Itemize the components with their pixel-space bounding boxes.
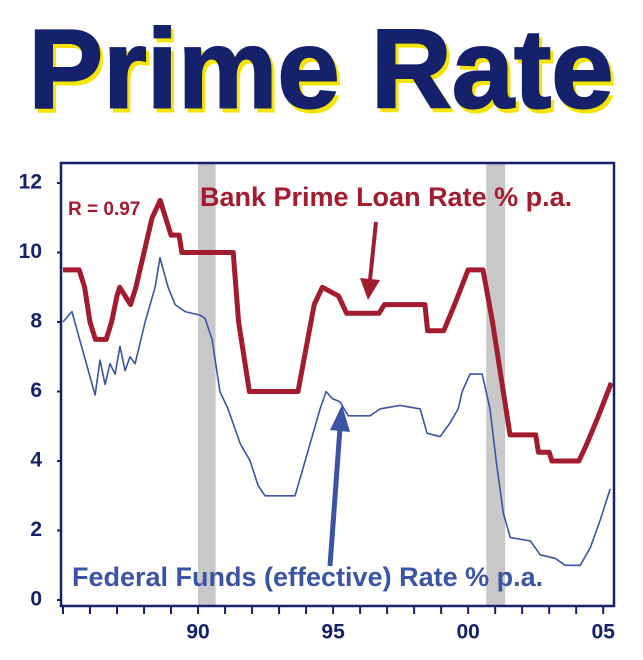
- r-annotation: R = 0.97: [68, 199, 140, 220]
- x-tick-label: 05: [592, 621, 616, 644]
- y-tick-label: 6: [30, 379, 42, 402]
- series-line: [62, 256, 611, 567]
- prime-label: Bank Prime Loan Rate % p.a.: [200, 182, 572, 212]
- x-tick-label: 90: [186, 621, 209, 644]
- chart-title: Prime Rate: [28, 7, 613, 132]
- y-tick-label: 0: [30, 588, 42, 611]
- plot-frame: [59, 161, 616, 608]
- plot-area: [62, 164, 614, 605]
- prime-arrow: [360, 221, 380, 300]
- y-tick-label: 12: [19, 171, 42, 194]
- recession-band: [198, 164, 216, 605]
- y-tick-label: 2: [30, 518, 42, 541]
- fedfunds-arrow: [327, 405, 350, 567]
- y-tick-label: 4: [30, 449, 42, 472]
- x-tick-label: 00: [456, 621, 479, 644]
- fedfunds-label: Federal Funds (effective) Rate % p.a.: [72, 562, 543, 592]
- x-tick-label: 95: [321, 621, 345, 644]
- y-tick-label: 8: [30, 310, 42, 333]
- y-tick-label: 10: [19, 240, 42, 263]
- series-line: [63, 197, 614, 464]
